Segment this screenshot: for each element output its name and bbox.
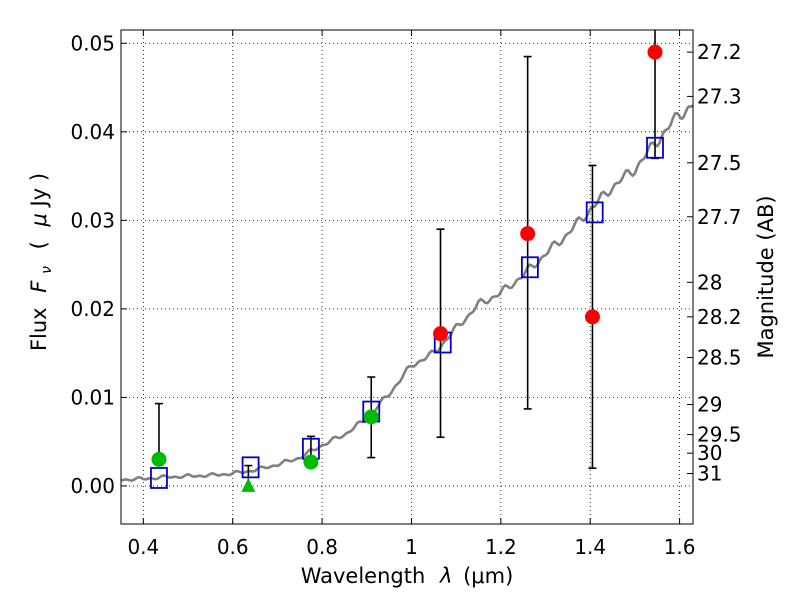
model-photometry-square [520,256,539,279]
magnitude-tick-label: 27.3 [697,84,742,108]
model-photometry-square [150,467,168,489]
observed-flux-point [520,226,536,242]
y-tick-label: 0.01 [70,385,115,409]
x-tick-label: 0.4 [127,535,159,559]
y-tick-label: 0.05 [70,31,115,55]
magnitude-tick-label: 28.5 [697,346,742,370]
upper-limit-triangle [241,477,256,492]
observed-flux-point [303,454,319,470]
magnitude-tick-label: 29 [697,392,722,416]
model-photometry-square [585,201,604,224]
magnitude-tick-label: 30 [697,441,722,465]
y-tick-label: 0.02 [70,297,115,321]
x-tick-label: 1.4 [574,535,606,559]
x-tick-label: 1.2 [485,535,517,559]
model-photometry-square [646,136,664,159]
y-axis-title: Flux F ν ( μ Jy ) [27,173,56,351]
grid-lines [121,30,693,524]
y-tick-label: 0.04 [70,120,115,144]
x-tick-label: 0.6 [217,535,249,559]
magnitude-tick-label: 28 [697,270,722,294]
magnitude-tick-label: 29.5 [697,423,742,447]
magnitude-tick-label: 27.2 [697,40,742,64]
magnitude-tick-label: 28.2 [697,305,742,329]
x-axis-title: Wavelength λ (μm) [301,564,514,588]
x-tick-label: 1.6 [664,535,696,559]
axes: 0.4 0.6 0.8 1 1.2 1.4 1.6 0.00 0.01 0.02 0.03 0.04 0… [70,30,742,559]
data-layer [120,30,694,492]
observed-flux-point [363,409,379,425]
observed-flux-point [151,451,167,467]
observed-flux-point [647,44,663,60]
magnitude-tick-label: 27.5 [697,151,742,175]
observed-flux-point [433,326,449,342]
y-tick-label: 0.03 [70,208,115,232]
observed-flux-point [584,309,600,325]
x-tick-label: 0.8 [306,535,338,559]
y-tick-label: 0.00 [70,474,115,498]
model-photometry-square [241,456,260,479]
sed-template-line [120,104,694,482]
magnitude-tick-label: 27.7 [697,205,742,229]
x-tick-label: 1 [405,535,418,559]
magnitude-tick-label: 31 [697,462,722,486]
plot-frame [120,29,694,525]
magnitude-axis-title: Magnitude (AB) [754,195,778,358]
